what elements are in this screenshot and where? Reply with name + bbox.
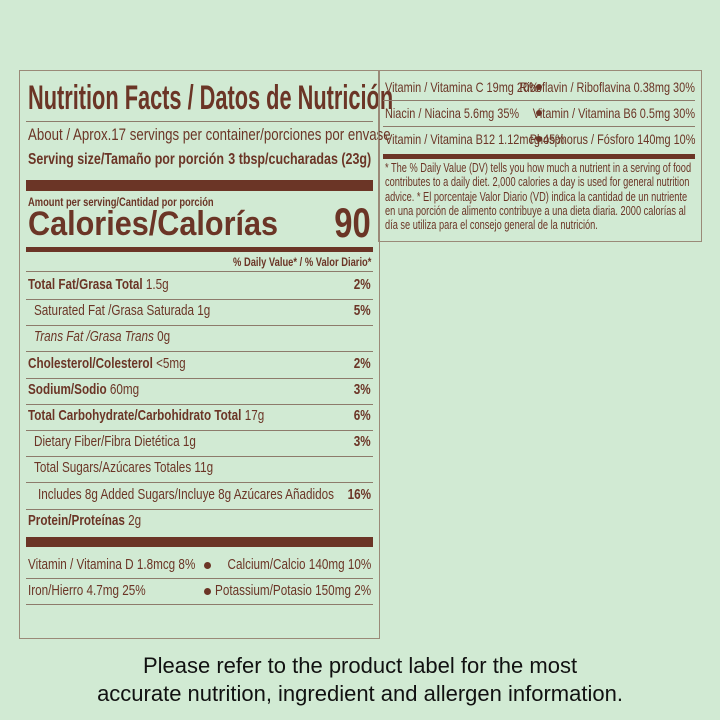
nutrient-amount: 1.5g bbox=[145, 276, 169, 293]
nutrient-dv: 3% bbox=[354, 433, 371, 451]
vitamin-item: Potassium/Potasio 150mg 2% bbox=[214, 582, 371, 599]
nutrient-amount: 11g bbox=[194, 459, 214, 477]
nutrient-amount: 60mg bbox=[109, 380, 140, 398]
bullet-icon bbox=[204, 588, 211, 595]
nutrient-name: Total Sugars/Azúcares Totales bbox=[34, 459, 192, 477]
nutrient-name: Sodium/Sodio bbox=[28, 380, 107, 398]
bullet-icon bbox=[204, 562, 211, 569]
vitamin-item: Iron/Hierro 4.7mg 25% bbox=[28, 582, 146, 599]
nutrient-name: Trans Fat /Grasa Trans bbox=[34, 328, 154, 346]
nutrient-name: Cholesterol/Colesterol bbox=[28, 354, 153, 372]
vitamin-item: Vitamin / Vitamina B12 1.12mcg 45% bbox=[385, 131, 565, 147]
disclaimer-line-1: Please refer to the product label for th… bbox=[142, 653, 578, 678]
bullet-icon bbox=[536, 84, 542, 90]
nutrient-name: Includes 8g Added Sugars/Incluye 8g Azúc… bbox=[38, 485, 334, 503]
nutrient-amount: 17g bbox=[244, 407, 265, 424]
nutrient-name: Dietary Fiber/Fibra Dietética bbox=[34, 433, 180, 451]
serving-size-label: Serving size/Tamaño por porción bbox=[28, 151, 225, 168]
vitamin-item: Phosphorus / Fósforo 140mg 10% bbox=[529, 131, 695, 147]
nutrient-dv: 2% bbox=[354, 354, 371, 372]
vitamin-item: Riboflavin / Riboflavina 0.38mg 30% bbox=[519, 79, 695, 95]
label-title: Nutrition Facts / Datos de Nutrición bbox=[28, 79, 394, 117]
calories-value: 90 bbox=[334, 199, 371, 246]
vitamin-item: Vitamin / Vitamina D 1.8mcg 8% bbox=[28, 556, 196, 573]
vitamin-item: Niacin / Niacina 5.6mg 35% bbox=[385, 105, 520, 121]
nutrient-dv: 5% bbox=[354, 302, 371, 320]
nutrient-amount: 2g bbox=[128, 511, 142, 529]
nutrient-amount: 0g bbox=[157, 328, 171, 346]
nutrient-dv: 2% bbox=[354, 276, 371, 293]
vitamin-item: Vitamin / Vitamina C 19mg 20% bbox=[385, 79, 539, 95]
nutrient-dv: 6% bbox=[354, 407, 371, 424]
nutrient-name: Protein/Proteínas bbox=[28, 511, 125, 529]
nutrient-dv: 3% bbox=[354, 380, 371, 398]
disclaimer: Please refer to the product label for th… bbox=[0, 652, 720, 708]
vitamin-item: Vitamin / Vitamina B6 0.5mg 30% bbox=[532, 105, 695, 121]
nutrient-name: Total Carbohydrate/Carbohidrato Total bbox=[28, 407, 242, 424]
nutrient-amount: <5mg bbox=[156, 354, 186, 372]
servings-per-container: About / Aprox.17 servings per container/… bbox=[28, 125, 391, 144]
vitamin-item: Calcium/Calcio 140mg 10% bbox=[227, 556, 371, 573]
serving-size-value: 3 tbsp/cucharadas (23g) bbox=[228, 151, 371, 168]
calories-label: Calories/Calorías bbox=[28, 205, 279, 243]
nutrient-amount: 1g bbox=[197, 302, 211, 320]
daily-value-header: % Daily Value* / % Valor Diario* bbox=[232, 255, 371, 269]
nutrient-name: Total Fat/Grasa Total bbox=[28, 276, 143, 293]
nutrition-facts-panel: Nutrition Facts / Datos de Nutrición Abo… bbox=[19, 70, 393, 639]
disclaimer-line-2: accurate nutrition, ingredient and aller… bbox=[97, 681, 623, 706]
bullet-icon bbox=[536, 136, 542, 142]
nutrient-dv: 16% bbox=[347, 485, 371, 503]
bullet-icon bbox=[536, 110, 542, 116]
daily-value-footnote: * The % Daily Value (DV) tells you how m… bbox=[385, 161, 692, 233]
nutrient-amount: 1g bbox=[182, 433, 196, 451]
vitamins-panel: Vitamin / Vitamina C 19mg 20% Riboflavin… bbox=[378, 70, 702, 242]
nutrient-name: Saturated Fat /Grasa Saturada bbox=[34, 302, 194, 320]
amount-per-serving: Amount per serving/Cantidad por porción bbox=[28, 195, 214, 209]
